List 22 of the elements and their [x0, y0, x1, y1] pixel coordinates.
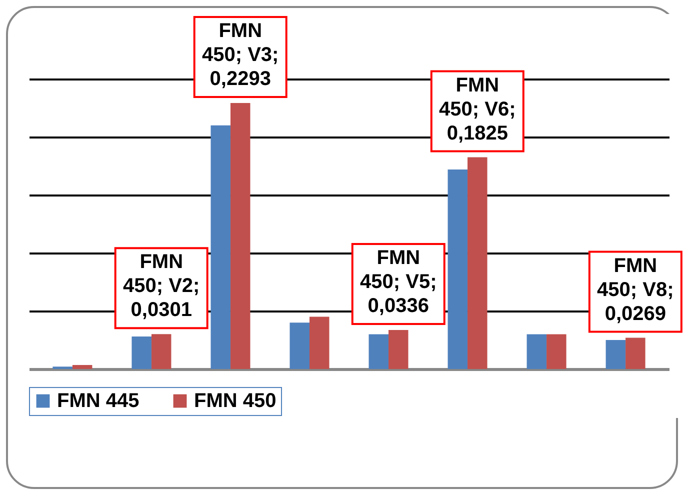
bar [388, 330, 408, 369]
data-label: FMN 450; V2; 0,0301 [122, 251, 200, 322]
bar [546, 334, 566, 369]
data-label: FMN 450; V8; 0,0269 [597, 254, 674, 325]
legend-label: FMN 445 [57, 390, 140, 412]
bar [526, 334, 547, 369]
bar [626, 338, 646, 369]
bar [606, 340, 626, 369]
bar [210, 125, 230, 369]
bar [368, 334, 389, 369]
bar [448, 169, 468, 369]
bar [290, 322, 310, 369]
data-label: FMN 450; V3; 0,2293 [202, 20, 279, 90]
bar [72, 364, 92, 369]
legend-label: FMN 450 [194, 390, 276, 412]
bar [230, 103, 250, 369]
bar [468, 157, 488, 369]
bar [132, 336, 152, 369]
data-label: FMN 450; V6; 0,1825 [439, 74, 516, 144]
bar [309, 316, 330, 369]
data-label: FMN 450; V5; 0,0336 [360, 247, 437, 318]
bar [151, 334, 172, 369]
